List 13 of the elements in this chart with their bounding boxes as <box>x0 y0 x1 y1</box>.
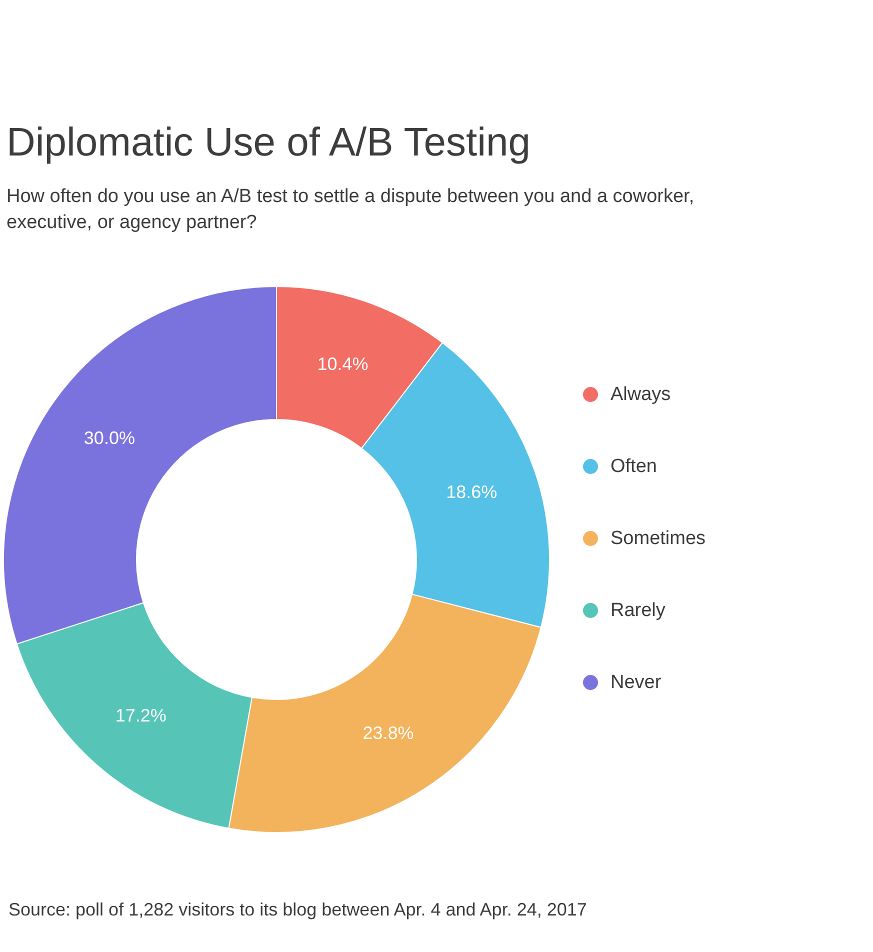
data-label: 18.6% <box>446 482 498 502</box>
chart-subtitle: How often do you use an A/B test to settle a dispute between you and a coworker, executive, or agency partner? <box>6 186 694 233</box>
legend-label: Often <box>610 456 657 477</box>
data-label: 10.4% <box>317 354 368 374</box>
data-label: 30.0% <box>84 428 135 448</box>
legend-label: Rarely <box>610 600 666 621</box>
source-note: Source: poll of 1,282 visitors to its blog between Apr. 4 and Apr. 24, 2017 <box>8 900 587 920</box>
legend-label: Sometimes <box>610 528 706 549</box>
legend-label: Always <box>610 384 671 405</box>
data-label: 23.8% <box>362 723 414 744</box>
chart-title: Diplomatic Use of A/B Testing <box>6 120 530 164</box>
data-label: 17.2% <box>115 705 166 726</box>
legend-label: Never <box>610 672 662 693</box>
